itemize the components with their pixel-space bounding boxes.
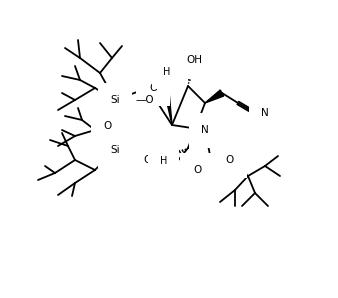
Text: N: N [201,125,209,135]
Text: OH: OH [186,55,202,65]
Text: O: O [226,155,234,165]
Text: Si: Si [110,95,120,105]
Text: O: O [104,121,112,131]
Text: O: O [149,83,157,93]
Text: Si: Si [110,145,120,155]
Polygon shape [162,80,172,125]
Text: N: N [261,108,269,118]
Text: O: O [193,165,201,175]
Text: O: O [144,155,152,165]
Polygon shape [205,90,224,103]
Text: —O: —O [135,95,154,105]
Text: H: H [160,156,167,166]
Text: H: H [163,67,171,77]
